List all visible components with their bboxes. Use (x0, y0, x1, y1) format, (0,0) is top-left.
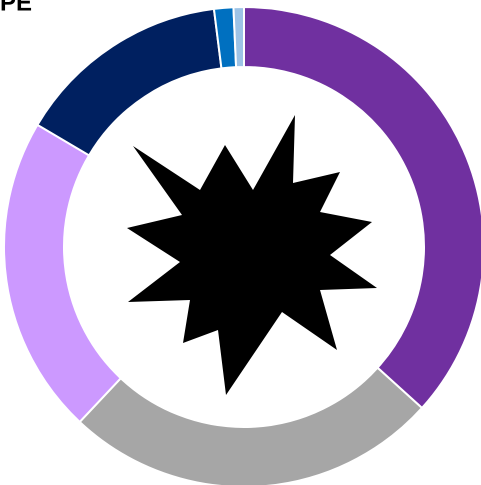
slice (78, 366, 424, 485)
slices (3, 5, 481, 485)
starburst (127, 115, 377, 395)
slice (243, 5, 481, 410)
chart-title: PE (0, 0, 32, 16)
slice (232, 5, 245, 69)
slice (3, 123, 123, 424)
slice (36, 7, 223, 157)
